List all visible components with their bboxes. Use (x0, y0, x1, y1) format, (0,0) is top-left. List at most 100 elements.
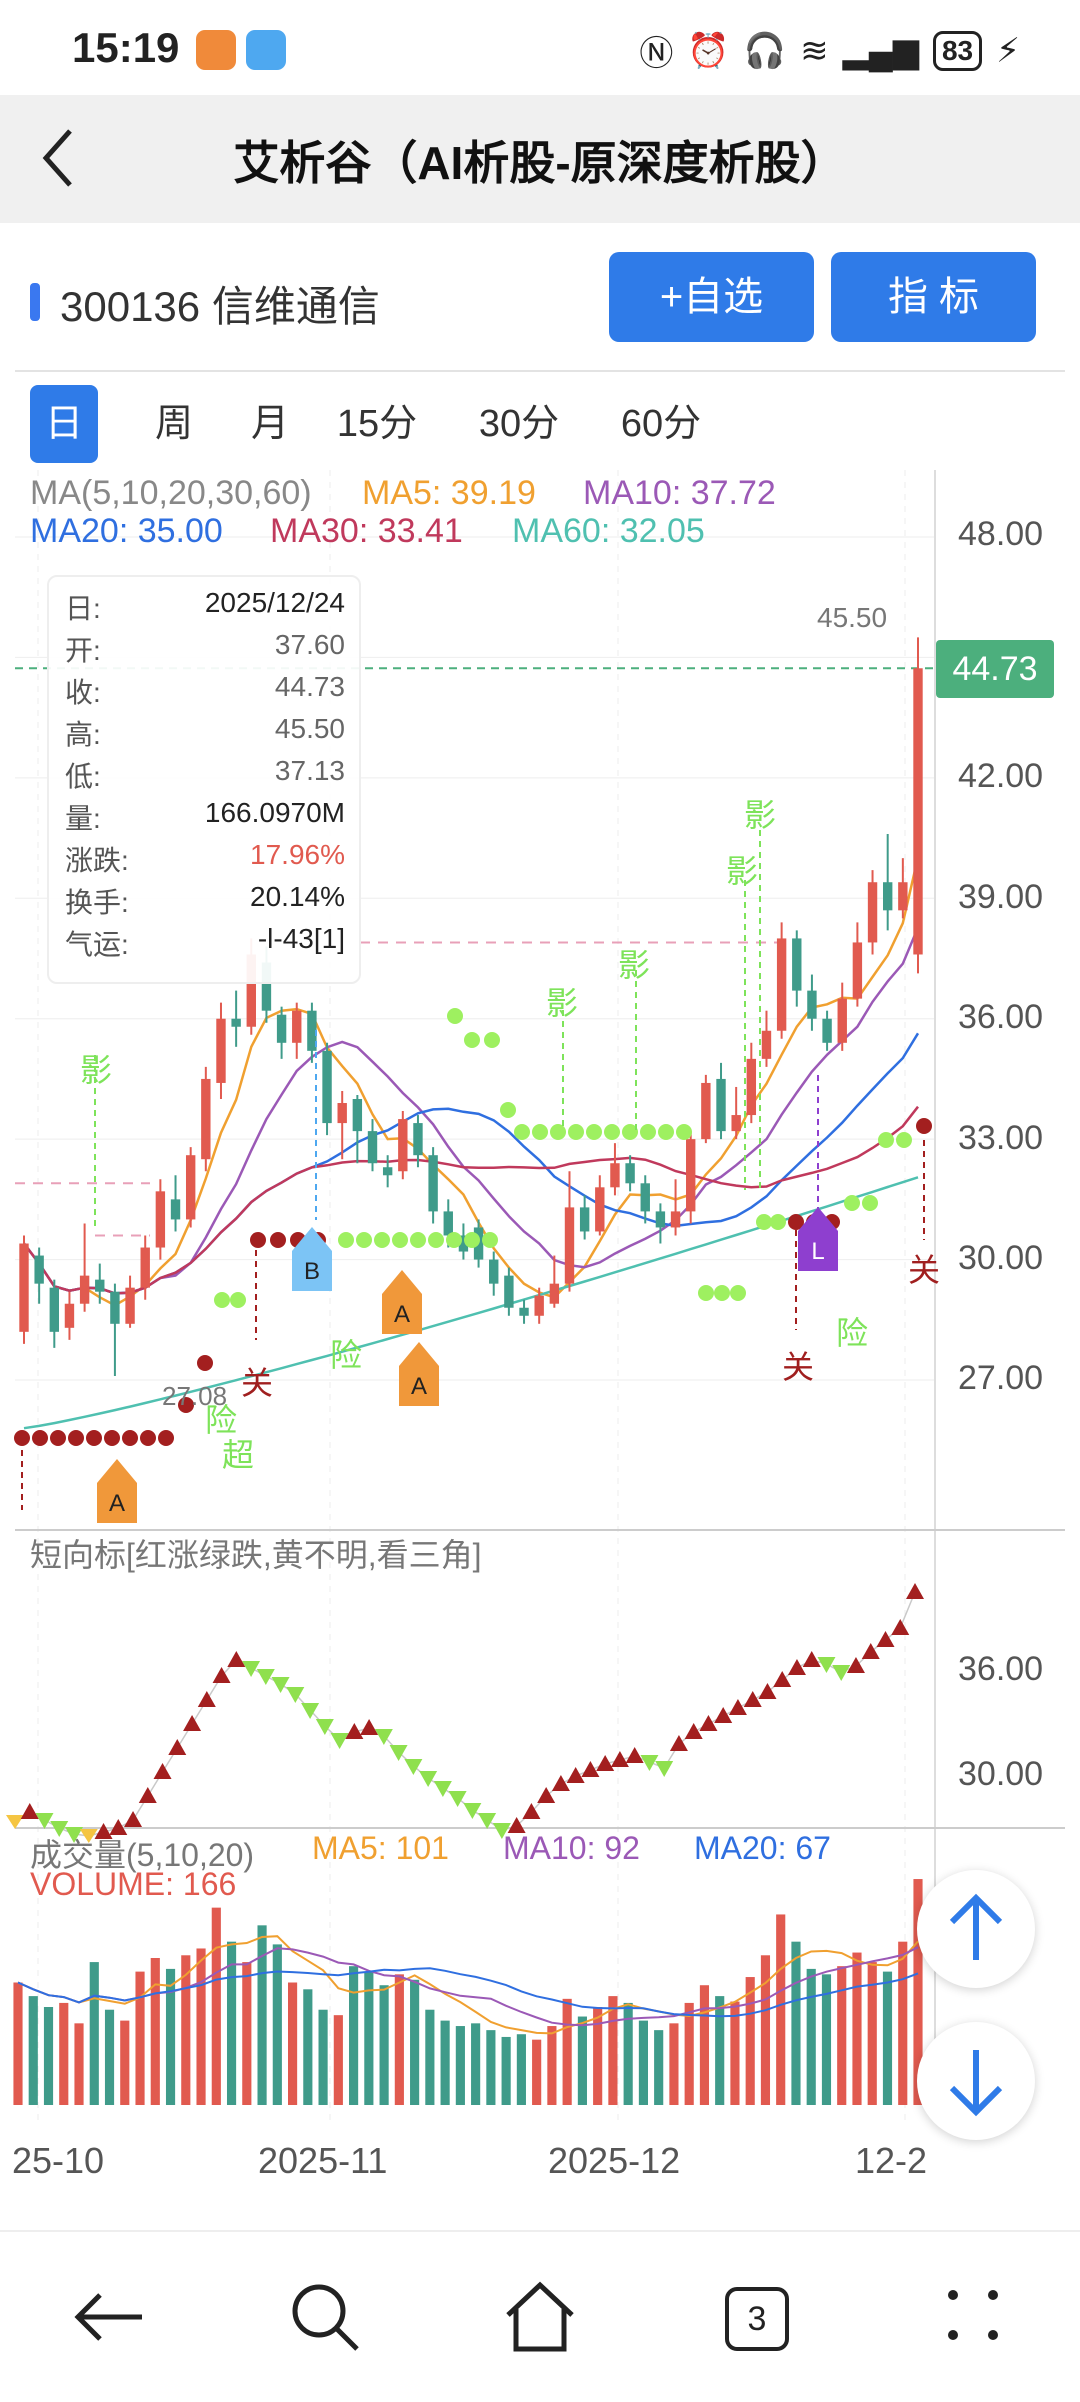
signal-dot (356, 1232, 372, 1248)
indicator-triangle (50, 1821, 69, 1837)
add-watchlist-button[interactable]: +自选 (609, 252, 814, 342)
signal-label: 险 (205, 1402, 238, 1438)
info-key: 低: (65, 761, 101, 792)
candle-body (231, 1018, 241, 1027)
tab-month[interactable]: 月 (250, 403, 289, 445)
volume-bar (242, 1962, 252, 2105)
volume-bar (623, 2002, 633, 2105)
scroll-up-button[interactable] (917, 1870, 1035, 1988)
status-time: 15:19 (72, 24, 180, 71)
signal-label: 影 (726, 853, 759, 889)
signal-dot (68, 1430, 84, 1446)
status-bar: 15:19 Ⓝ ⏰ 🎧 ≋ ▂▄▆ 83 ⚡ (0, 0, 1080, 95)
indicator-triangle (433, 1781, 452, 1797)
marker-a: A (95, 1457, 137, 1523)
menu-dots-icon[interactable] (945, 2287, 1001, 2343)
signal-label: 关 (241, 1365, 274, 1401)
candle-body (504, 1275, 514, 1308)
tab-week[interactable]: 周 (154, 403, 193, 445)
ma20-line (23, 1032, 920, 1295)
indicator-button[interactable]: 指 标 (831, 252, 1036, 342)
ma30-line (23, 1105, 919, 1295)
volume-bar (776, 1914, 786, 2105)
indicator-triangle (271, 1677, 290, 1693)
candle-body (913, 668, 923, 955)
signal-dot (230, 1292, 246, 1308)
volume-bar (333, 2015, 343, 2105)
info-value: 2025/12/24 (204, 587, 345, 618)
marker-l: L (796, 1205, 840, 1280)
indicator-triangle (551, 1775, 570, 1791)
signal-dot (622, 1124, 638, 1140)
search-icon[interactable] (285, 2277, 365, 2357)
svg-text:L: L (811, 1238, 824, 1265)
candle-body (246, 954, 256, 1027)
indicator-axis-label: 30.00 (958, 1755, 1044, 1793)
indicator-triangle (861, 1643, 880, 1659)
candle-body (307, 1010, 317, 1051)
volume-bar (577, 2016, 587, 2105)
scroll-down-button[interactable] (917, 2022, 1035, 2140)
indicator-triangle (463, 1803, 482, 1819)
indicator-triangle (522, 1803, 541, 1819)
signal-dot (714, 1285, 730, 1301)
tab-15min[interactable]: 15分 (336, 403, 418, 445)
back-arrow-icon[interactable] (36, 123, 80, 193)
indicator-triangle (773, 1671, 792, 1687)
candle-body (519, 1307, 529, 1316)
ma-legend-title: MA(5,10,20,30,60) (30, 474, 312, 512)
price-axis-label: 27.00 (958, 1359, 1044, 1397)
price-axis-label: 42.00 (958, 757, 1044, 795)
signal-icon: ▂▄▆ (842, 31, 919, 70)
indicator-triangle (79, 1829, 98, 1843)
tab-day[interactable]: 日 (30, 385, 98, 463)
volume-bar (303, 1989, 313, 2105)
home-icon[interactable] (500, 2277, 580, 2357)
volume-bar (638, 2020, 648, 2105)
volume-bar (349, 1966, 359, 2105)
indicator-triangle (315, 1719, 334, 1735)
volume-bar (455, 2026, 465, 2105)
signal-dot (86, 1430, 102, 1446)
candle-body (640, 1183, 650, 1212)
indicator-triangle (124, 1811, 143, 1827)
indicator-triangle (714, 1707, 733, 1723)
x-axis-label: 25-10 (12, 2140, 105, 2181)
indicator-triangle (669, 1735, 688, 1751)
candle-body (185, 1155, 196, 1220)
stock-code-name: 300136 信维通信 (60, 283, 380, 330)
candle-body (337, 1103, 347, 1124)
volume-bar (547, 2026, 557, 2105)
signal-label: 影 (618, 947, 651, 983)
info-value: 45.50 (274, 713, 345, 744)
candle-body (79, 1275, 90, 1304)
candle-body (686, 1139, 696, 1212)
volume-bar (28, 1996, 38, 2105)
volume-bar (882, 1971, 893, 2105)
signal-label: 影 (546, 985, 579, 1021)
charging-icon: ⚡ (996, 31, 1020, 70)
candle-body (292, 1010, 302, 1043)
indicator-triangle (640, 1755, 659, 1771)
signal-dot (698, 1285, 714, 1301)
tab-30min[interactable]: 30分 (478, 403, 560, 445)
signal-dot (568, 1124, 584, 1140)
back-icon[interactable] (70, 2282, 150, 2352)
tabs-count-button[interactable]: 3 (725, 2287, 789, 2351)
volume-ma10-legend: MA10: 92 (503, 1830, 640, 1866)
candle-body (261, 962, 272, 1011)
indicator-triangle (876, 1631, 895, 1647)
signal-dot (878, 1132, 894, 1148)
volume-bar (730, 2001, 740, 2105)
tab-60min[interactable]: 60分 (620, 403, 702, 445)
high-price-label: 45.50 (817, 602, 888, 633)
kline-chart[interactable] (0, 470, 1080, 2120)
battery-icon: 83 (932, 30, 983, 71)
volume-bar (74, 2023, 84, 2105)
volume-bar (150, 1958, 160, 2105)
signal-dot (104, 1430, 120, 1446)
volume-bar (272, 1944, 282, 2105)
app-notification-icon (196, 30, 236, 70)
candle-body (716, 1078, 726, 1132)
price-axis-label: 39.00 (958, 878, 1044, 916)
